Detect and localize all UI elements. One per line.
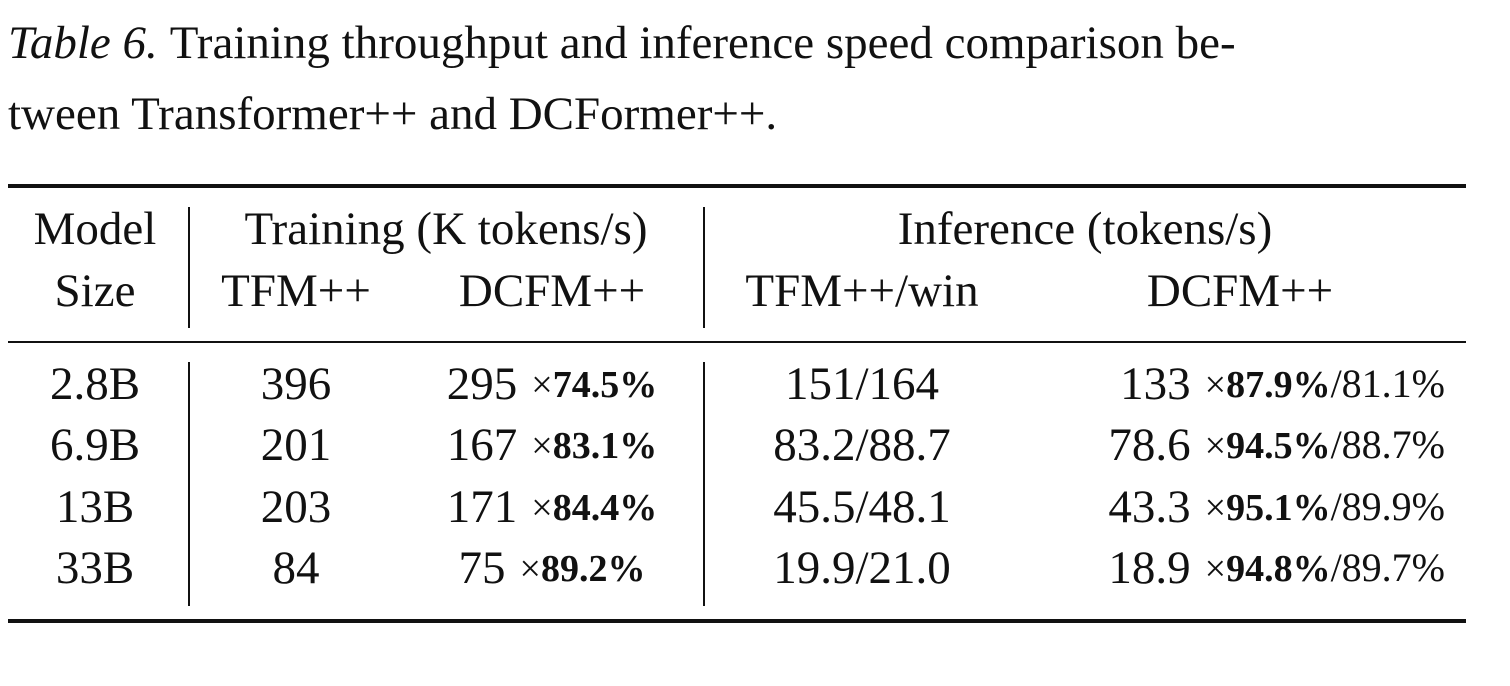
- table-cell: 171 ×84.4%: [447, 481, 657, 533]
- cell-value: 171: [447, 481, 518, 533]
- cell-times: ×: [1205, 548, 1226, 590]
- cell-ratio: 74.5%: [553, 364, 658, 406]
- caption-label: Table 6.: [8, 17, 158, 69]
- table-cell: 13B: [56, 481, 134, 533]
- cell-ratio: 94.5%: [1226, 425, 1331, 467]
- cell-value: 133: [1120, 358, 1191, 410]
- sub-header: DCFM++: [1147, 265, 1333, 317]
- cell-ratio: 84.4%: [553, 487, 658, 529]
- cell-rest: /81.1%: [1331, 361, 1445, 406]
- sub-header: TFM++/win: [745, 265, 978, 317]
- cell-rest: /89.7%: [1331, 545, 1445, 590]
- cell-times: ×: [1205, 487, 1226, 529]
- cell-ratio: 87.9%: [1226, 364, 1331, 406]
- table-cell: 295 ×74.5%: [447, 358, 657, 410]
- caption-text: Training throughput and inference speed …: [170, 17, 1236, 69]
- cell-rest: /88.7%: [1331, 422, 1445, 467]
- cell-value: 6.9B: [50, 419, 140, 471]
- cell-value: 295: [447, 358, 518, 410]
- cell-value: 18.9: [1108, 542, 1190, 594]
- cell-value: 45.5/48.1: [773, 481, 951, 533]
- table-cell: 151/164: [785, 358, 939, 410]
- cell-rest: /89.9%: [1331, 484, 1445, 529]
- table-cell: 167 ×83.1%: [447, 419, 657, 471]
- group-header: Inference (tokens/s): [898, 203, 1273, 255]
- cell-value: 396: [261, 358, 332, 410]
- table-cell: 396: [261, 358, 332, 410]
- table-cell: 133 ×87.9%/81.1%: [1120, 358, 1445, 410]
- cell-value: 203: [261, 481, 332, 533]
- table-cell: 84: [273, 542, 320, 594]
- cell-value: 2.8B: [50, 358, 140, 410]
- cell-value: 13B: [56, 481, 134, 533]
- cell-times: ×: [1205, 364, 1226, 406]
- group-header: Training (K tokens/s): [245, 203, 648, 255]
- table-cell: 201: [261, 419, 332, 471]
- cell-times: ×: [531, 487, 552, 529]
- cell-value: 83.2/88.7: [773, 419, 951, 471]
- cell-value: 75: [459, 542, 506, 594]
- cell-ratio: 95.1%: [1226, 487, 1331, 529]
- sub-header: Size: [55, 265, 136, 317]
- table-cell: 45.5/48.1: [773, 481, 951, 533]
- cell-value: 78.6: [1108, 419, 1190, 471]
- caption-line: tween Transformer++ and DCFormer++.: [8, 88, 777, 140]
- group-header: Model: [34, 203, 157, 255]
- sub-header: TFM++: [221, 265, 371, 317]
- cell-times: ×: [531, 425, 552, 467]
- cell-value: 167: [447, 419, 518, 471]
- cell-value: 201: [261, 419, 332, 471]
- cell-value: 33B: [56, 542, 134, 594]
- table-cell: 75 ×89.2%: [459, 542, 646, 594]
- table-cell: 43.3 ×95.1%/89.9%: [1108, 481, 1445, 533]
- cell-ratio: 89.2%: [541, 548, 646, 590]
- cell-value: 19.9/21.0: [773, 542, 951, 594]
- table-cell: 2.8B: [50, 358, 140, 410]
- table-cell: 203: [261, 481, 332, 533]
- cell-times: ×: [520, 548, 541, 590]
- table-cell: 6.9B: [50, 419, 140, 471]
- cell-value: 43.3: [1108, 481, 1190, 533]
- cell-times: ×: [531, 364, 552, 406]
- cell-ratio: 83.1%: [553, 425, 658, 467]
- cell-value: 151/164: [785, 358, 939, 410]
- cell-value: 84: [273, 542, 320, 594]
- table-cell: 83.2/88.7: [773, 419, 951, 471]
- table-cell: 18.9 ×94.8%/89.7%: [1108, 542, 1445, 594]
- table-cell: 33B: [56, 542, 134, 594]
- table-cell: 78.6 ×94.5%/88.7%: [1108, 419, 1445, 471]
- cell-times: ×: [1205, 425, 1226, 467]
- cell-ratio: 94.8%: [1226, 548, 1331, 590]
- table-cell: 19.9/21.0: [773, 542, 951, 594]
- sub-header: DCFM++: [459, 265, 645, 317]
- caption-line: Table 6. Training throughput and inferenc…: [8, 17, 1236, 69]
